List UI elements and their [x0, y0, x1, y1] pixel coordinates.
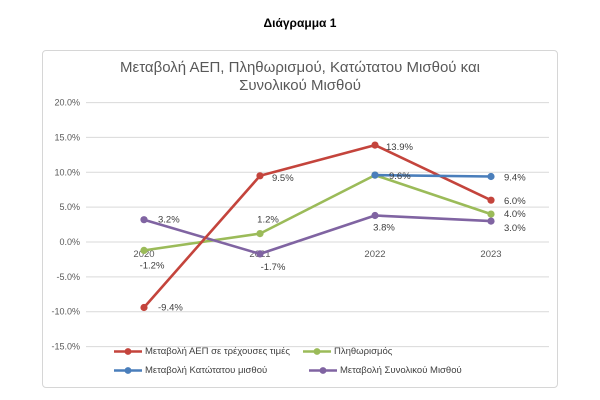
data-point[interactable]	[487, 196, 495, 204]
data-label: 3.2%	[158, 215, 180, 226]
legend-label-total-wage: Μεταβολή Συνολικού Μισθού	[340, 365, 462, 376]
legend-label-inflation: Πληθωρισμός	[334, 346, 393, 357]
data-point[interactable]	[256, 250, 264, 258]
data-label: 3.0%	[504, 223, 526, 234]
data-label: 13.9%	[386, 142, 413, 153]
legend-marker-total-wage-icon	[309, 367, 337, 374]
series-line-1	[143, 173, 492, 252]
legend-item-gdp[interactable]: Μεταβολή ΑΕΠ σε τρέχουσες τιμές	[114, 346, 290, 357]
data-point[interactable]	[487, 172, 495, 181]
data-label: 9.5%	[272, 173, 294, 184]
series-line-0	[143, 143, 492, 309]
x-axis-label: 2022	[364, 249, 385, 260]
data-point[interactable]	[487, 210, 495, 218]
legend-item-min-wage[interactable]: Μεταβολή Κατώτατου μισθού	[114, 365, 267, 376]
data-point[interactable]	[140, 216, 148, 224]
y-axis-tick-label: -5.0%	[56, 272, 80, 282]
document-title: Διάγραμμα 1	[263, 16, 337, 30]
legend-label-gdp: Μεταβολή ΑΕΠ σε τρέχουσες τιμές	[145, 346, 290, 357]
data-label: 9.4%	[504, 173, 526, 184]
data-label: -9.4%	[158, 303, 183, 314]
data-point[interactable]	[256, 172, 264, 180]
data-point[interactable]	[487, 217, 495, 225]
y-axis-tick-label: 20.0%	[54, 98, 80, 108]
data-label: 6.0%	[504, 196, 526, 207]
x-axis-label: 2023	[480, 249, 501, 260]
data-point[interactable]	[140, 303, 148, 312]
data-label: 4.0%	[504, 209, 526, 220]
data-point[interactable]	[371, 171, 379, 179]
legend-label-min-wage: Μεταβολή Κατώτατου μισθού	[145, 365, 268, 376]
legend-item-total-wage[interactable]: Μεταβολή Συνολικού Μισθού	[309, 365, 462, 376]
data-label: 1.2%	[257, 215, 279, 226]
data-label: -1.2%	[140, 260, 165, 271]
data-point[interactable]	[371, 211, 379, 220]
data-label: 3.8%	[373, 223, 395, 234]
y-axis-tick-label: 10.0%	[54, 167, 80, 177]
legend-item-inflation[interactable]: Πληθωρισμός	[303, 346, 392, 357]
chart-frame: 20.0% 15.0% 10.0% 5.0% 0.0% -5.0% -10.0% -15.0%…	[42, 50, 558, 388]
y-axis-tick-label: 15.0%	[54, 132, 80, 142]
legend-marker-inflation-icon	[303, 348, 331, 355]
series-line-2	[374, 173, 492, 178]
legend-marker-gdp-icon	[114, 348, 142, 355]
series-line-3	[143, 214, 492, 256]
y-axis-tick-label: 5.0%	[59, 202, 80, 212]
data-label: -1.7%	[261, 262, 286, 273]
legend-marker-min-wage-icon	[114, 367, 142, 374]
y-axis-tick-label: 0.0%	[59, 237, 80, 247]
data-point[interactable]	[256, 230, 264, 238]
line-chart: 20.0% 15.0% 10.0% 5.0% 0.0% -5.0% -10.0% -15.0%…	[51, 98, 549, 352]
data-point[interactable]	[140, 246, 148, 254]
data-point[interactable]	[371, 141, 379, 149]
y-axis-tick-label: -15.0%	[51, 342, 80, 352]
x-axis-label: 2020	[133, 249, 154, 260]
data-label: 9.6%	[389, 171, 411, 182]
y-axis-tick-label: -10.0%	[51, 307, 80, 317]
